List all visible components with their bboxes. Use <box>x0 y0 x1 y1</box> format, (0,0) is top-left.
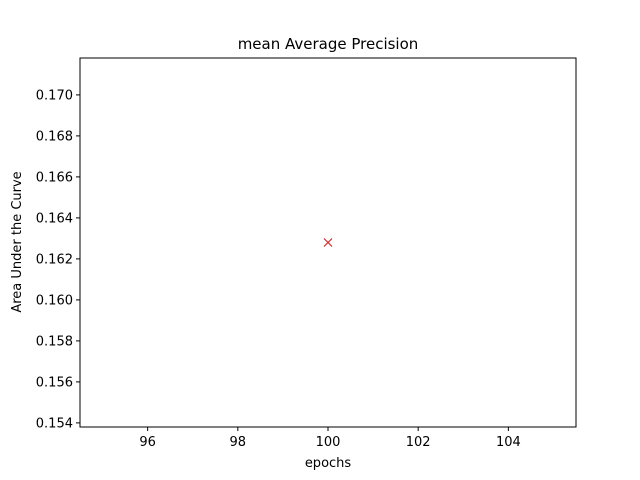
y-tick-label: 0.154 <box>36 416 73 431</box>
x-axis-title: epochs <box>305 456 352 471</box>
y-tick-label: 0.160 <box>36 293 73 308</box>
y-axis-title: Area Under the Curve <box>10 171 25 312</box>
x-tick-label: 104 <box>496 435 521 450</box>
y-tick-label: 0.168 <box>36 129 73 144</box>
x-tick-label: 96 <box>139 435 156 450</box>
y-tick-label: 0.162 <box>36 252 73 267</box>
y-tick-label: 0.164 <box>36 211 73 226</box>
chart-title: mean Average Precision <box>238 35 419 53</box>
data-point-marker <box>323 238 333 247</box>
plot-area: 96 98 100 102 104 0.154 0.156 0.158 0.160 0.162 0.… <box>36 57 577 450</box>
y-tick-label: 0.158 <box>36 334 73 349</box>
x-tick-label: 102 <box>406 435 431 450</box>
y-tick-label: 0.170 <box>36 88 73 103</box>
x-tick-label: 98 <box>230 435 247 450</box>
y-tick-label: 0.156 <box>36 375 73 390</box>
y-tick-label: 0.166 <box>36 170 73 185</box>
x-tick-label: 100 <box>316 435 341 450</box>
